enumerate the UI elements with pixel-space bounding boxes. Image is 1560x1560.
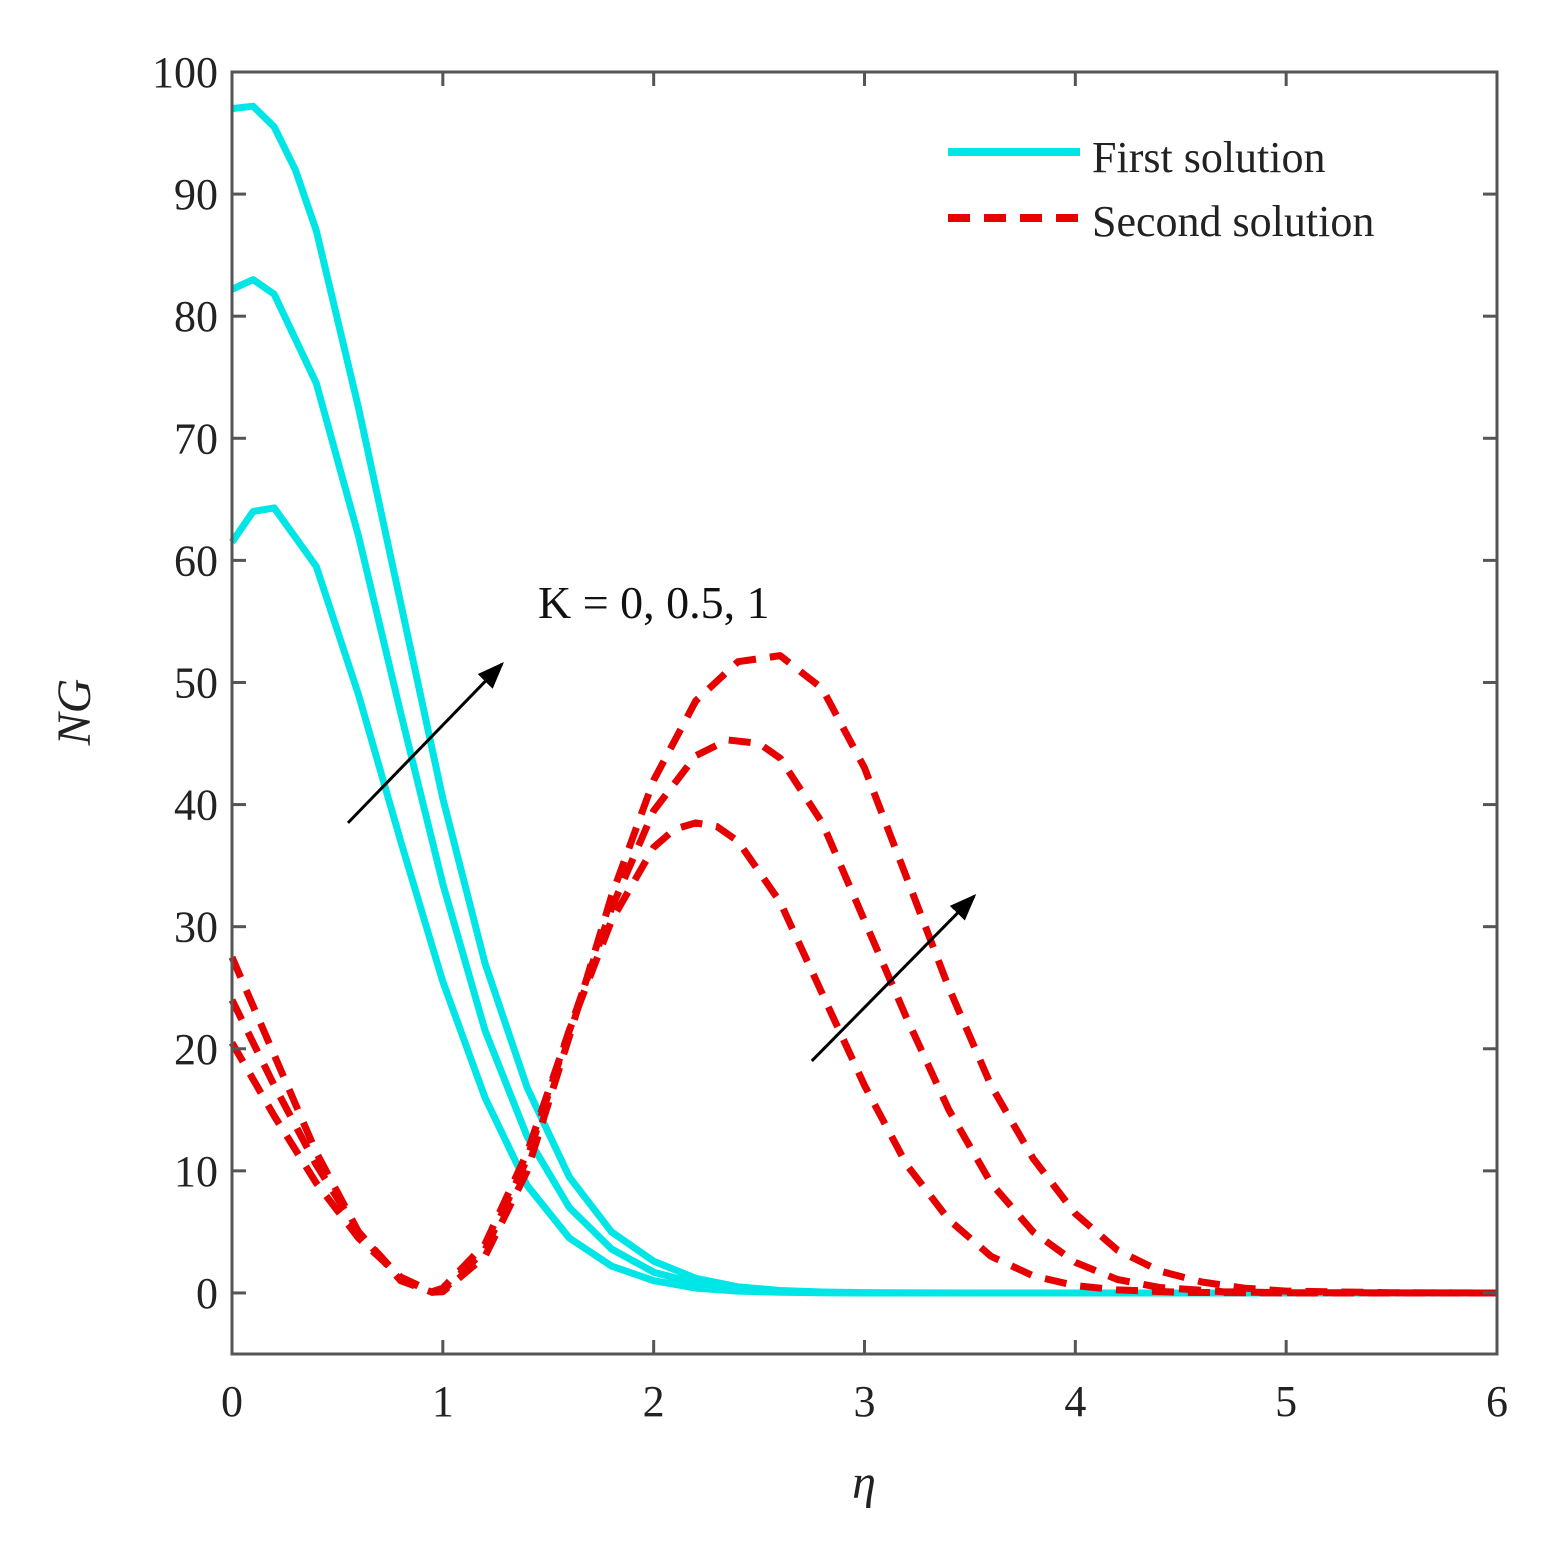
legend: First solution Second solution	[948, 133, 1374, 246]
y-axis-label: NG	[48, 679, 101, 747]
y-tick-label: 80	[174, 292, 218, 341]
x-tick-label: 6	[1486, 1377, 1508, 1426]
x-tick-label: 0	[221, 1377, 243, 1426]
series-layer	[228, 102, 1498, 1297]
y-tick-label: 50	[174, 658, 218, 707]
y-tick-label: 0	[196, 1269, 218, 1318]
tick-layer	[230, 70, 1499, 1354]
x-tick-label: 2	[643, 1377, 665, 1426]
series-line-second-4	[228, 736, 1498, 1297]
legend-label-first-solution: First solution	[1092, 133, 1326, 182]
y-tick-label: 40	[174, 781, 218, 830]
x-tick-label: 5	[1275, 1377, 1297, 1426]
series-line-second-5	[228, 652, 1498, 1297]
y-tick-label: 90	[174, 170, 218, 219]
y-tick-label: 70	[174, 414, 218, 463]
annotation-arrow-2	[810, 894, 977, 1063]
y-tick-label: 10	[174, 1147, 218, 1196]
y-tick-label: 20	[174, 1025, 218, 1074]
annotation-k-values: K = 0, 0.5, 1	[538, 577, 770, 628]
y-tick-label: 30	[174, 903, 218, 952]
x-axis-label: η	[852, 1456, 876, 1509]
legend-label-second-solution: Second solution	[1092, 197, 1374, 246]
y-tick-label: 60	[174, 536, 218, 585]
x-tick-label: 3	[854, 1377, 876, 1426]
series-line-first-2	[231, 102, 1497, 1297]
x-tick-label: 1	[432, 1377, 454, 1426]
plot-background	[232, 72, 1497, 1354]
x-tick-label: 4	[1064, 1377, 1086, 1426]
annotation-arrow-1	[346, 662, 504, 824]
arrow-layer	[346, 662, 977, 1063]
y-tick-label: 100	[152, 48, 218, 97]
